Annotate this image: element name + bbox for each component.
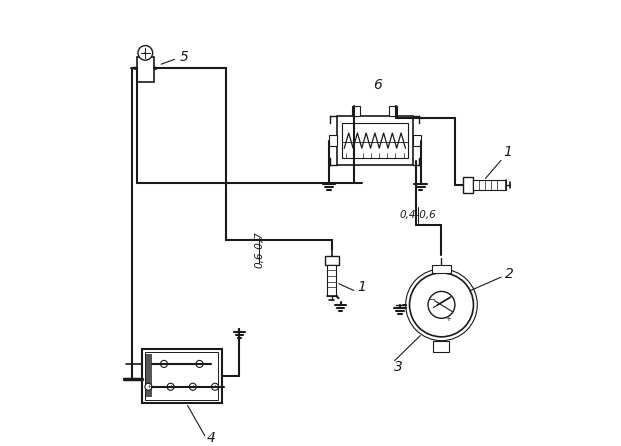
Bar xyxy=(327,265,336,296)
Text: 3: 3 xyxy=(394,359,402,374)
Text: +: + xyxy=(168,384,173,389)
Bar xyxy=(142,349,222,403)
Text: 4: 4 xyxy=(207,430,216,445)
Circle shape xyxy=(189,383,196,390)
Circle shape xyxy=(196,360,203,368)
Circle shape xyxy=(167,383,174,390)
Circle shape xyxy=(212,383,219,390)
Bar xyxy=(352,106,360,116)
Text: +: + xyxy=(146,384,151,389)
Text: +: + xyxy=(191,384,195,389)
Text: −: − xyxy=(161,361,166,367)
Text: −: − xyxy=(428,296,435,305)
Bar xyxy=(433,341,450,352)
Circle shape xyxy=(145,52,146,54)
Circle shape xyxy=(134,67,136,70)
Text: 0,6-0,7: 0,6-0,7 xyxy=(255,231,265,268)
Bar xyxy=(473,180,506,190)
Text: +: + xyxy=(445,316,451,322)
Bar xyxy=(325,256,339,265)
Circle shape xyxy=(145,383,152,390)
Text: 1: 1 xyxy=(504,145,512,159)
Bar xyxy=(145,352,218,400)
Bar xyxy=(137,57,154,82)
Text: 1: 1 xyxy=(358,280,366,293)
Circle shape xyxy=(409,273,473,337)
Circle shape xyxy=(160,360,168,368)
Circle shape xyxy=(406,269,478,341)
Circle shape xyxy=(138,45,153,60)
Circle shape xyxy=(155,67,156,70)
Text: 2: 2 xyxy=(504,267,514,281)
Bar xyxy=(337,116,412,165)
Bar xyxy=(463,178,473,193)
Bar xyxy=(146,355,152,397)
Text: −: − xyxy=(197,361,202,367)
Text: 6: 6 xyxy=(373,78,381,92)
Text: +: + xyxy=(212,384,217,389)
Bar xyxy=(412,135,420,146)
Circle shape xyxy=(428,291,455,318)
Bar xyxy=(329,135,337,146)
Text: 0,4-0,6: 0,4-0,6 xyxy=(399,210,437,220)
Text: 5: 5 xyxy=(180,50,189,64)
Bar xyxy=(432,265,451,273)
Bar xyxy=(389,106,397,116)
Bar xyxy=(342,124,408,158)
